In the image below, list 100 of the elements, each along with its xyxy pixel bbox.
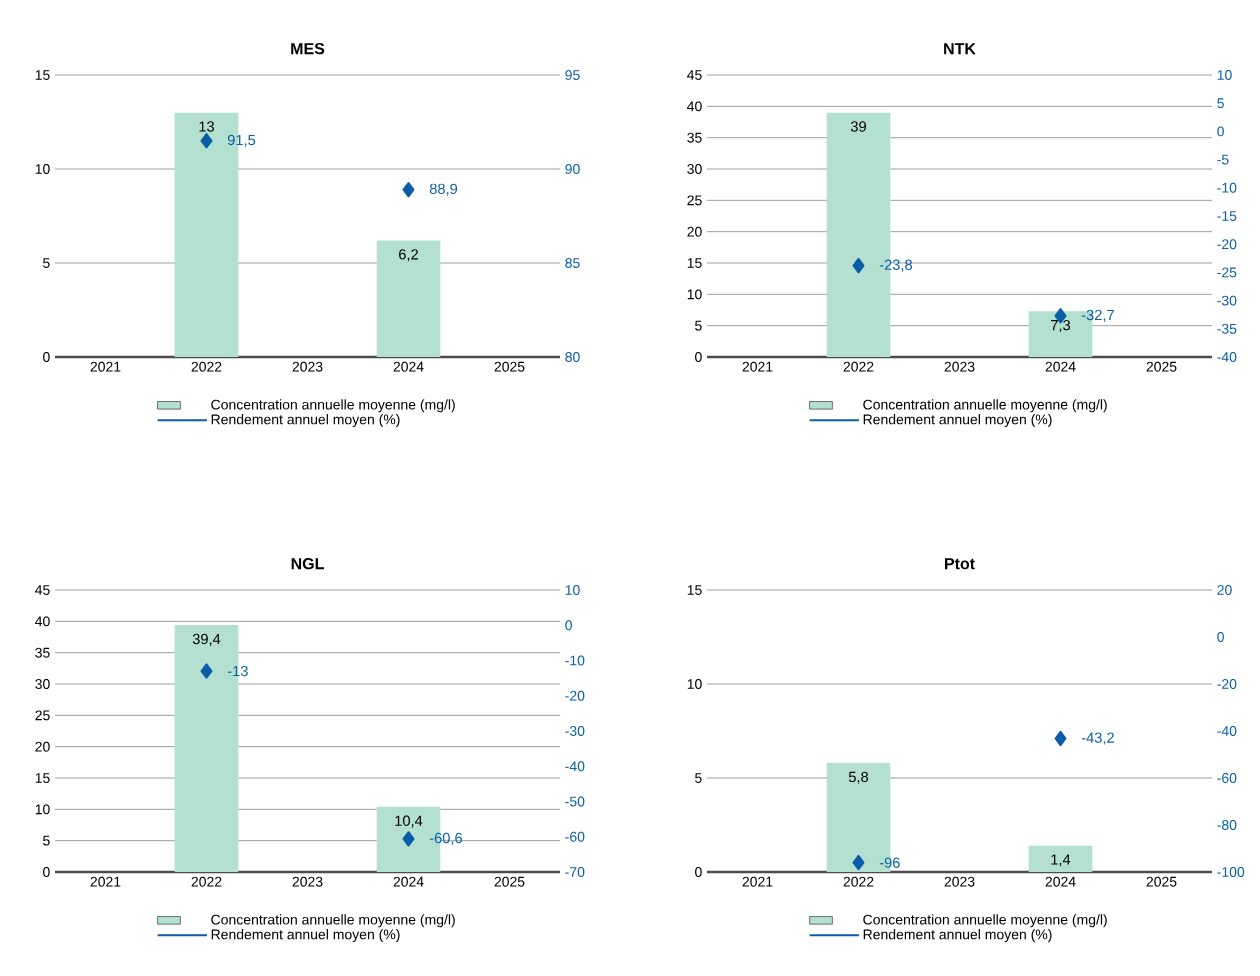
y2-tick-label: 10 — [565, 585, 580, 595]
y2-tick-label: 90 — [565, 164, 580, 174]
y-tick-label: 40 — [35, 616, 50, 627]
x-tick-label: 2022 — [191, 876, 222, 887]
x-tick-label: 2024 — [393, 361, 424, 372]
y2-tick-label: 85 — [565, 258, 580, 268]
y-tick-label: 0 — [695, 352, 702, 362]
y-tick-label: 0 — [43, 867, 50, 877]
y-tick-label: 10 — [687, 289, 702, 300]
y-tick-label: 10 — [35, 164, 50, 174]
y-tick-label: 25 — [687, 195, 702, 206]
y-tick-label: 25 — [35, 710, 50, 721]
legend-label: Rendement annuel moyen (%) — [863, 414, 1052, 428]
y2-tick-label: -35 — [1217, 323, 1237, 334]
y-tick-label: 0 — [695, 867, 702, 877]
x-tick-label: 2021 — [90, 876, 121, 887]
x-tick-label: 2023 — [944, 876, 975, 887]
y-tick-label: 10 — [35, 804, 50, 815]
x-tick-label: 2023 — [944, 361, 975, 372]
data-label: -96 — [879, 857, 900, 868]
y2-tick-label: 20 — [1217, 585, 1232, 595]
x-tick-label: 2025 — [494, 876, 525, 887]
y2-tick-label: -40 — [565, 761, 585, 772]
y-tick-label: 5 — [695, 320, 702, 331]
data-label: -23,8 — [879, 259, 912, 272]
y-tick-label: 5 — [695, 773, 702, 783]
y2-tick-label: -20 — [1217, 679, 1237, 689]
y-tick-label: 35 — [687, 132, 702, 143]
y2-tick-label: -70 — [565, 867, 585, 877]
y2-tick-label: -30 — [565, 726, 585, 736]
data-label: -32,7 — [1081, 309, 1114, 322]
data-label: 6,2 — [399, 249, 418, 262]
x-tick-label: 2021 — [90, 361, 121, 372]
y2-tick-label: -15 — [1217, 211, 1237, 221]
y2-tick-label: -10 — [1217, 182, 1237, 193]
y-tick-label: 45 — [35, 585, 50, 595]
y-tick-label: 40 — [687, 101, 702, 112]
data-label: -13 — [227, 665, 248, 677]
y-tick-label: 35 — [35, 647, 50, 658]
chart-title: NTK — [944, 43, 976, 55]
data-label: 91,5 — [227, 134, 256, 147]
data-label: 39,4 — [192, 633, 221, 646]
y2-tick-label: -80 — [1217, 820, 1237, 830]
y2-tick-label: -100 — [1217, 867, 1245, 877]
y2-tick-label: 10 — [1217, 70, 1232, 80]
chart-title: MES — [291, 42, 325, 55]
y2-tick-label: -40 — [1217, 352, 1237, 362]
legend-label: Rendement annuel moyen (%) — [863, 929, 1052, 943]
data-label: 1,4 — [1051, 854, 1071, 867]
chart-title: NGL — [291, 557, 324, 570]
legend-label: Rendement annuel moyen (%) — [211, 929, 400, 943]
y2-tick-label: 0 — [565, 620, 572, 631]
y-tick-label: 15 — [35, 773, 50, 783]
y2-tick-label: -25 — [1217, 267, 1237, 278]
data-label: -43,2 — [1081, 732, 1114, 745]
y-tick-label: 5 — [43, 258, 50, 268]
x-tick-label: 2025 — [1146, 876, 1177, 887]
y-tick-label: 15 — [687, 585, 702, 595]
y-tick-label: 30 — [687, 164, 702, 174]
y2-tick-label: -60 — [565, 831, 585, 842]
y-tick-label: 15 — [687, 258, 702, 268]
data-label: -60,6 — [429, 832, 462, 845]
x-tick-label: 2023 — [292, 876, 323, 887]
x-tick-label: 2022 — [843, 361, 874, 372]
legend-label: Concentration annuelle moyenne (mg/l) — [211, 399, 455, 413]
y-tick-label: 10 — [687, 679, 702, 689]
x-tick-label: 2024 — [1045, 876, 1076, 887]
legend-label: Rendement annuel moyen (%) — [211, 414, 400, 428]
y2-tick-label: 0 — [1217, 632, 1224, 642]
y-tick-label: 5 — [43, 835, 50, 846]
y-tick-label: 30 — [35, 679, 50, 689]
y-tick-label: 15 — [35, 70, 50, 80]
x-tick-label: 2022 — [843, 876, 874, 887]
data-label: 7,3 — [1051, 319, 1071, 333]
y2-tick-label: -5 — [1217, 154, 1229, 165]
x-tick-label: 2024 — [1045, 361, 1076, 372]
x-tick-label: 2025 — [1146, 361, 1177, 372]
x-tick-label: 2023 — [292, 361, 323, 372]
data-label: 10,4 — [395, 815, 423, 828]
y2-tick-label: -10 — [565, 655, 585, 666]
data-label: 88,9 — [429, 183, 458, 196]
y2-tick-label: -40 — [1217, 726, 1237, 736]
y-tick-label: 45 — [687, 70, 702, 80]
y2-tick-label: -30 — [1217, 295, 1237, 306]
y2-tick-label: -50 — [565, 796, 585, 807]
y2-tick-label: -60 — [1217, 773, 1237, 783]
data-label: 13 — [199, 121, 215, 132]
y-tick-label: 0 — [43, 352, 50, 362]
x-tick-label: 2025 — [494, 361, 525, 372]
y-tick-label: 20 — [687, 226, 702, 237]
data-label: 39 — [850, 121, 866, 132]
y2-tick-label: 5 — [1217, 98, 1224, 109]
y2-tick-label: -20 — [1217, 239, 1237, 250]
x-tick-label: 2021 — [742, 361, 773, 372]
x-tick-label: 2024 — [393, 876, 424, 887]
y-tick-label: 20 — [35, 741, 50, 752]
y2-tick-label: 95 — [565, 70, 580, 80]
y2-tick-label: -20 — [565, 690, 585, 701]
chart-title: Ptot — [945, 558, 975, 570]
legend-label: Concentration annuelle moyenne (mg/l) — [863, 914, 1107, 928]
